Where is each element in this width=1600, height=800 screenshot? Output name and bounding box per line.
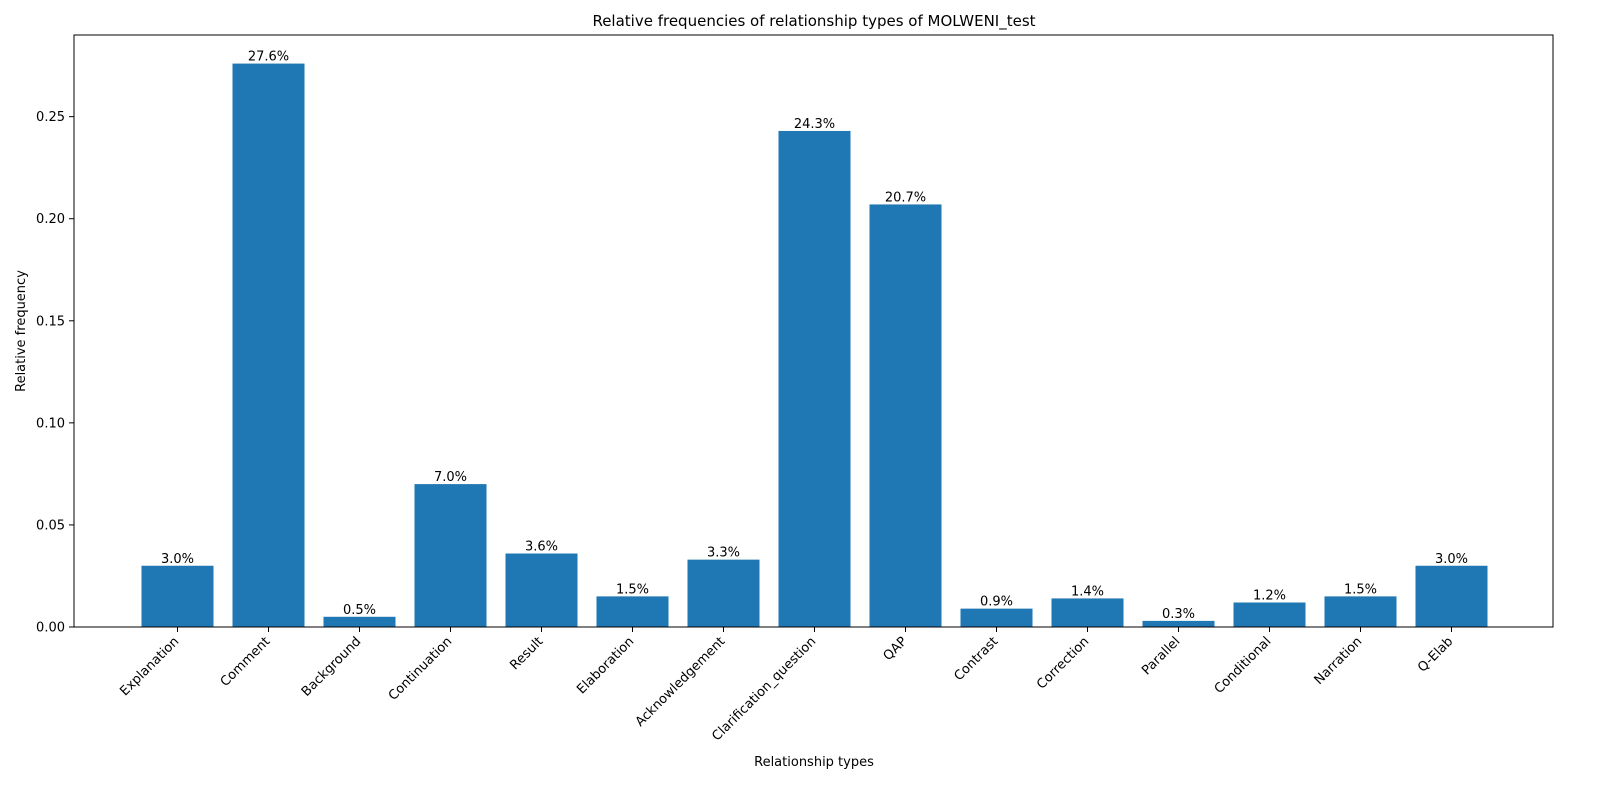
x-tick-label: Clarification_question [709, 634, 819, 744]
x-tick-label: Elaboration [574, 634, 637, 697]
y-tick-label: 0.15 [36, 314, 65, 329]
plot-frame [73, 34, 1554, 628]
bar [141, 565, 214, 627]
bar [687, 559, 760, 627]
y-axis-label: Relative frequency [14, 270, 29, 392]
x-tick-label: Conditional [1212, 634, 1275, 697]
x-tick-label: Explanation [117, 634, 182, 699]
bar [778, 130, 851, 627]
bar-data-label: 0.9% [980, 595, 1013, 610]
bar-data-label: 0.3% [1162, 607, 1195, 622]
bar [232, 63, 305, 628]
bar-data-label: 24.3% [794, 117, 835, 132]
x-tick-label: Contrast [951, 634, 1001, 684]
y-tick-label: 0.10 [36, 416, 65, 431]
x-tick-label: Comment [218, 634, 274, 690]
bar [960, 608, 1033, 627]
bar-data-label: 3.0% [1435, 552, 1468, 567]
x-tick-label: QAP [881, 634, 911, 664]
bar-data-label: 3.6% [525, 540, 558, 555]
bar-data-label: 1.5% [616, 582, 649, 597]
bar [1233, 602, 1306, 627]
bar-data-label: 1.4% [1071, 584, 1104, 599]
bar [323, 616, 396, 627]
x-tick-label: Narration [1312, 634, 1366, 688]
y-axis: 0.00 0.05 0.10 0.15 0.20 0.25 [36, 110, 74, 636]
bar [596, 596, 669, 627]
bar-data-label: 1.5% [1344, 582, 1377, 597]
bar [505, 553, 578, 627]
bar [1051, 598, 1124, 627]
bar-data-label: 0.5% [343, 603, 376, 618]
bar-data-label: 3.3% [707, 546, 740, 561]
x-tick-label: Correction [1034, 634, 1092, 692]
bar [869, 204, 942, 627]
x-tick-label: Parallel [1139, 634, 1183, 678]
x-tick-label: Continuation [386, 634, 456, 704]
bar [1415, 565, 1488, 627]
x-tick-label: Background [299, 634, 364, 699]
bar-data-label: 1.2% [1253, 589, 1286, 604]
y-tick-label: 0.25 [36, 110, 65, 125]
plot-area: 3.0% 27.6% 0.5% 7.0% 3.6% 1.5% 3.3% 24.3% 20.7% 0… [141, 50, 1488, 628]
bar [1142, 620, 1215, 627]
bar-data-label: 3.0% [161, 552, 194, 567]
x-axis-label: Relationship types [754, 755, 874, 770]
x-tick-label: Result [507, 634, 546, 673]
bar [1324, 596, 1397, 627]
chart-title: Relative frequencies of relationship typ… [592, 12, 1035, 31]
x-tick-label: Acknowledgement [633, 634, 729, 730]
bar-data-label: 20.7% [885, 190, 926, 205]
bar-data-label: 27.6% [248, 50, 289, 65]
y-tick-label: 0.05 [36, 518, 65, 533]
x-tick-label: Q-Elab [1415, 634, 1456, 675]
y-tick-label: 0.00 [36, 621, 65, 636]
y-tick-label: 0.20 [36, 212, 65, 227]
x-axis: Explanation Comment Background Continuation… [117, 627, 1456, 744]
bar-data-label: 7.0% [434, 470, 467, 485]
bar [414, 484, 487, 627]
